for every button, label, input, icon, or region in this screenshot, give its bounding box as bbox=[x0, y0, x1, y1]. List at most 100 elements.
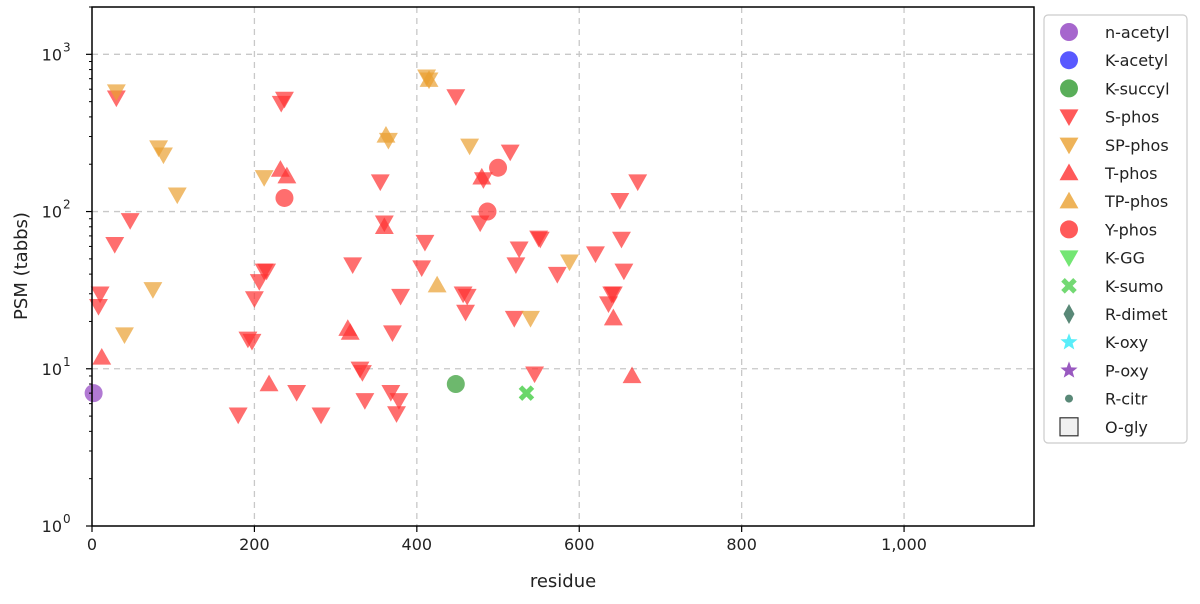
data-point-s-phos bbox=[525, 366, 545, 384]
legend-marker-k-acetyl bbox=[1060, 51, 1078, 70]
data-point-t-phos bbox=[603, 308, 623, 326]
data-point-sp-phos bbox=[143, 282, 163, 299]
x-tick-label: 200 bbox=[239, 535, 270, 554]
data-point-s-phos bbox=[389, 393, 409, 410]
legend-label: K-acetyl bbox=[1105, 51, 1168, 70]
legend: n-acetyl K-acetyl K-succyl S-phos SP-phos T-p… bbox=[1043, 14, 1188, 444]
data-point-s-phos bbox=[547, 266, 567, 284]
legend-label: P-oxy bbox=[1105, 361, 1149, 380]
data-point-s-phos bbox=[387, 406, 406, 423]
data-point-s-phos bbox=[89, 299, 108, 316]
data-point-s-phos bbox=[228, 407, 248, 425]
data-point-s-phos bbox=[391, 288, 411, 306]
data-point-s-phos bbox=[242, 333, 262, 351]
data-point-k-sumo bbox=[518, 385, 535, 401]
data-point-s-phos bbox=[504, 310, 524, 328]
data-point-s-phos bbox=[257, 263, 277, 281]
data-point-s-phos bbox=[287, 384, 307, 402]
data-point-y-phos bbox=[275, 188, 294, 207]
data-point-sp-phos bbox=[115, 327, 134, 345]
data-point-s-phos bbox=[456, 304, 476, 322]
legend-label: TP-phos bbox=[1104, 192, 1168, 211]
data-point-t-phos bbox=[340, 323, 360, 340]
legend-label: K-sumo bbox=[1105, 277, 1163, 296]
y-tick-label: 10 bbox=[42, 45, 62, 64]
data-point-sp-phos bbox=[460, 138, 480, 156]
data-point-s-phos bbox=[343, 257, 363, 275]
data-point-sp-phos bbox=[254, 170, 274, 187]
data-point-n-acetyl bbox=[84, 384, 103, 403]
legend-label: Y-phos bbox=[1104, 220, 1157, 239]
legend-marker-o-gly bbox=[1059, 417, 1079, 437]
legend-label: S-phos bbox=[1105, 108, 1159, 127]
data-point-s-phos bbox=[244, 291, 264, 308]
grid-lines bbox=[92, 7, 1034, 526]
data-point-k-succyl bbox=[446, 375, 465, 394]
y-tick-label: 10 bbox=[42, 360, 62, 379]
data-point-t-phos bbox=[277, 166, 297, 184]
data-point-s-phos bbox=[509, 241, 529, 259]
y-tick-exponent: 3 bbox=[63, 40, 71, 54]
data-point-s-phos bbox=[612, 231, 631, 249]
plot-frame bbox=[91, 6, 1035, 527]
data-points bbox=[84, 69, 648, 425]
legend-label: SP-phos bbox=[1105, 136, 1169, 155]
data-point-s-phos bbox=[610, 193, 630, 210]
legend-marker-s-phos bbox=[1059, 109, 1079, 127]
data-point-sp-phos bbox=[167, 187, 187, 205]
legend-marker-k-gg bbox=[1059, 250, 1079, 268]
data-point-t-phos bbox=[472, 167, 492, 185]
y-axis-label: PSM (tabbs) bbox=[11, 212, 32, 320]
y-tick-exponent: 1 bbox=[63, 355, 71, 369]
legend-label: n-acetyl bbox=[1105, 23, 1170, 42]
data-point-t-phos bbox=[92, 348, 112, 365]
legend-marker-k-succyl bbox=[1060, 79, 1078, 98]
y-tick-exponent: 0 bbox=[63, 512, 71, 526]
legend-marker-sp-phos bbox=[1059, 137, 1079, 155]
data-point-s-phos bbox=[90, 286, 110, 304]
data-point-sp-phos bbox=[521, 310, 540, 328]
y-tick-label: 10 bbox=[42, 517, 62, 536]
legend-marker-n-acetyl bbox=[1060, 23, 1078, 41]
data-point-sp-phos bbox=[560, 254, 579, 272]
data-point-tp-phos bbox=[427, 275, 447, 293]
x-tick-label: 0 bbox=[87, 535, 97, 554]
legend-label: K-succyl bbox=[1105, 79, 1170, 98]
legend-marker-tp-phos bbox=[1059, 191, 1079, 209]
data-point-t-phos bbox=[622, 366, 642, 384]
data-point-s-phos bbox=[355, 393, 375, 410]
legend-marker-k-oxy bbox=[1060, 333, 1078, 350]
data-point-s-phos bbox=[275, 91, 294, 109]
data-point-s-phos bbox=[586, 246, 605, 264]
data-point-s-phos bbox=[415, 234, 435, 252]
x-tick-label: 800 bbox=[726, 535, 757, 554]
data-point-s-phos bbox=[603, 286, 623, 304]
data-point-s-phos bbox=[614, 263, 634, 281]
data-point-s-phos bbox=[446, 89, 466, 106]
data-point-s-phos bbox=[412, 260, 432, 278]
legend-marker-t-phos bbox=[1059, 163, 1079, 181]
x-tick-label: 1,000 bbox=[881, 535, 927, 554]
x-tick-label: 600 bbox=[564, 535, 595, 554]
legend-marker-r-dimet bbox=[1063, 304, 1075, 324]
data-point-sp-phos bbox=[154, 147, 173, 165]
legend-marker-y-phos bbox=[1060, 220, 1078, 239]
legend-label: O-gly bbox=[1105, 418, 1148, 437]
data-point-s-phos bbox=[105, 236, 125, 254]
data-point-s-phos bbox=[120, 213, 140, 230]
legend-label: K-GG bbox=[1105, 249, 1145, 268]
data-point-s-phos bbox=[311, 407, 331, 425]
data-point-sp-phos bbox=[106, 84, 126, 101]
y-tick-label: 10 bbox=[42, 203, 62, 222]
data-point-tp-phos bbox=[419, 70, 439, 87]
data-point-s-phos bbox=[352, 365, 372, 382]
legend-label: R-citr bbox=[1105, 390, 1148, 409]
legend-marker-k-sumo bbox=[1061, 278, 1077, 294]
data-point-s-phos bbox=[530, 231, 550, 249]
legend-label: K-oxy bbox=[1105, 333, 1148, 352]
legend-label: T-phos bbox=[1104, 164, 1158, 183]
data-point-t-phos bbox=[374, 217, 394, 234]
data-point-s-phos bbox=[457, 288, 477, 306]
